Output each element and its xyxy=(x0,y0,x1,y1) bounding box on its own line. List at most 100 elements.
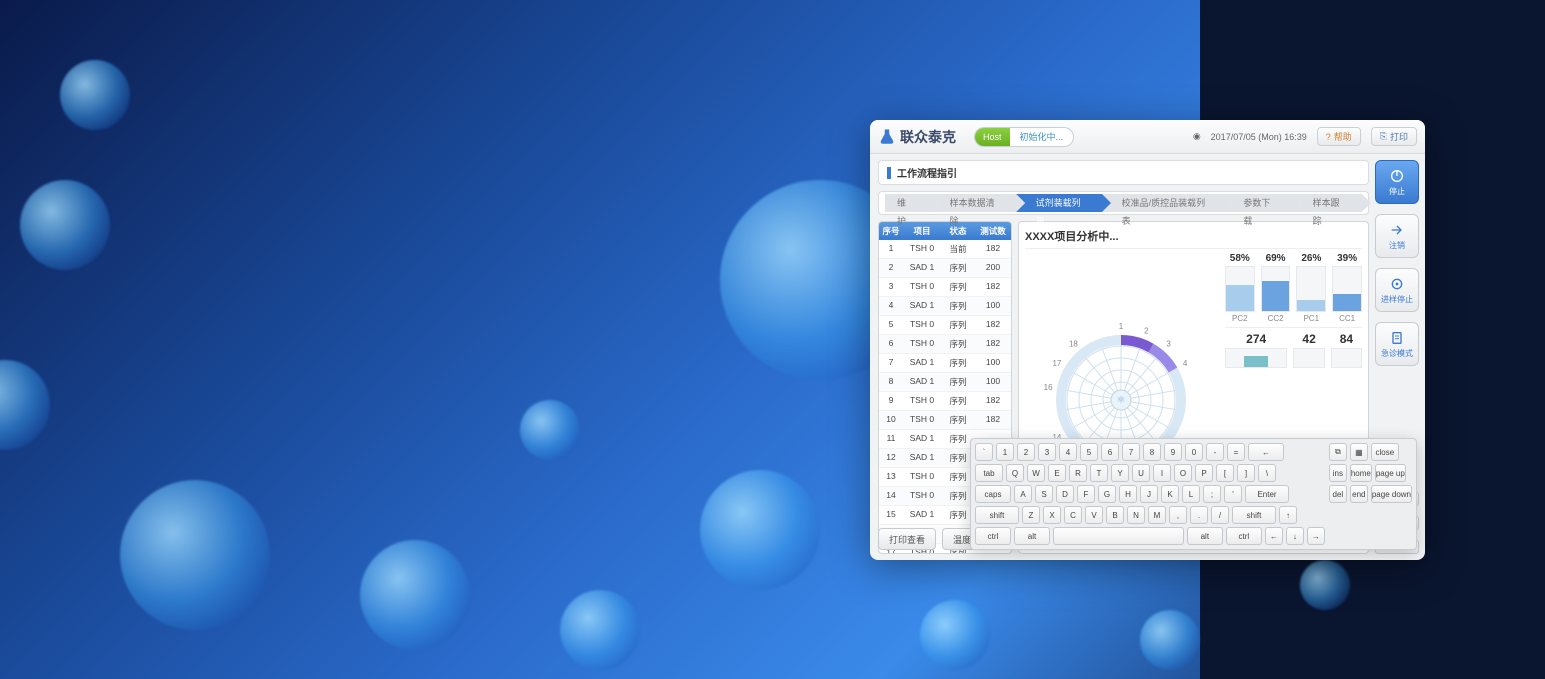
key[interactable]: ` xyxy=(975,443,993,461)
key[interactable]: A xyxy=(1014,485,1032,503)
key[interactable]: P xyxy=(1195,464,1213,482)
key[interactable]: V xyxy=(1085,506,1103,524)
table-row[interactable]: 9TSH 0序列182 xyxy=(879,392,1011,411)
key[interactable]: Y xyxy=(1111,464,1129,482)
key[interactable]: [ xyxy=(1216,464,1234,482)
table-row[interactable]: 3TSH 0序列182 xyxy=(879,278,1011,297)
key[interactable]: ⧉ xyxy=(1329,443,1347,461)
total-s2: 84 xyxy=(1331,332,1362,346)
key[interactable]: ' xyxy=(1224,485,1242,503)
print-view-button[interactable]: 打印查看 xyxy=(878,528,936,550)
key[interactable]: H xyxy=(1119,485,1137,503)
key[interactable]: M xyxy=(1148,506,1166,524)
workflow-step[interactable]: 试剂装载列表 xyxy=(1016,194,1102,212)
key[interactable]: page down xyxy=(1371,485,1412,503)
key[interactable]: J xyxy=(1140,485,1158,503)
key[interactable]: S xyxy=(1035,485,1053,503)
key[interactable]: , xyxy=(1169,506,1187,524)
key[interactable]: shift xyxy=(1232,506,1276,524)
onscreen-keyboard: `1234567890-=←tabQWERTYUIOP[]\capsASDFGH… xyxy=(970,438,1417,550)
key[interactable]: 0 xyxy=(1185,443,1203,461)
key[interactable]: 5 xyxy=(1080,443,1098,461)
key[interactable]: Enter xyxy=(1245,485,1289,503)
key[interactable]: W xyxy=(1027,464,1045,482)
key[interactable]: / xyxy=(1211,506,1229,524)
key[interactable]: E xyxy=(1048,464,1066,482)
key[interactable]: end xyxy=(1350,485,1368,503)
key[interactable]: = xyxy=(1227,443,1245,461)
key[interactable]: K xyxy=(1161,485,1179,503)
key[interactable]: N xyxy=(1127,506,1145,524)
key[interactable]: tab xyxy=(975,464,1003,482)
key[interactable]: L xyxy=(1182,485,1200,503)
key[interactable]: - xyxy=(1206,443,1224,461)
key[interactable]: ctrl xyxy=(975,527,1011,545)
table-row[interactable]: 5TSH 0序列182 xyxy=(879,316,1011,335)
key[interactable]: page up xyxy=(1375,464,1406,482)
table-row[interactable]: 1TSH 0当前182 xyxy=(879,240,1011,259)
key[interactable]: → xyxy=(1307,527,1325,545)
key[interactable]: 2 xyxy=(1017,443,1035,461)
key[interactable]: Z xyxy=(1022,506,1040,524)
titlebar: 联众泰克 Host 初始化中... ◉ 2017/07/05 (Mon) 16:… xyxy=(870,120,1425,154)
key[interactable]: ← xyxy=(1265,527,1283,545)
key[interactable]: home xyxy=(1350,464,1372,482)
table-row[interactable]: 2SAD 1序列200 xyxy=(879,259,1011,278)
key[interactable]: B xyxy=(1106,506,1124,524)
key[interactable]: 8 xyxy=(1143,443,1161,461)
workflow-step[interactable]: 参数下载 xyxy=(1223,194,1292,212)
key[interactable]: ↓ xyxy=(1286,527,1304,545)
key[interactable]: close xyxy=(1371,443,1399,461)
key[interactable]: ] xyxy=(1237,464,1255,482)
workflow-step[interactable]: 校准品/质控品装载列表 xyxy=(1102,194,1224,212)
table-row[interactable]: 7SAD 1序列100 xyxy=(879,354,1011,373)
key[interactable]: del xyxy=(1329,485,1347,503)
workflow-step[interactable]: 样本数据清除 xyxy=(930,194,1016,212)
key[interactable]: O xyxy=(1174,464,1192,482)
key[interactable]: X xyxy=(1043,506,1061,524)
key[interactable]: Q xyxy=(1006,464,1024,482)
key[interactable]: 4 xyxy=(1059,443,1077,461)
stop-button[interactable]: 停止 xyxy=(1375,160,1419,204)
key[interactable]: G xyxy=(1098,485,1116,503)
key[interactable]: R xyxy=(1069,464,1087,482)
svg-text:1: 1 xyxy=(1119,322,1124,331)
key[interactable]: ; xyxy=(1203,485,1221,503)
key[interactable]: ← xyxy=(1248,443,1284,461)
key[interactable] xyxy=(1053,527,1184,545)
key[interactable]: 3 xyxy=(1038,443,1056,461)
key[interactable]: alt xyxy=(1187,527,1223,545)
key[interactable]: . xyxy=(1190,506,1208,524)
table-row[interactable]: 6TSH 0序列182 xyxy=(879,335,1011,354)
table-row[interactable]: 8SAD 1序列100 xyxy=(879,373,1011,392)
key[interactable]: C xyxy=(1064,506,1082,524)
key[interactable]: U xyxy=(1132,464,1150,482)
key[interactable]: ins xyxy=(1329,464,1347,482)
key[interactable]: ▦ xyxy=(1350,443,1368,461)
table-row[interactable]: 10TSH 0序列182 xyxy=(879,411,1011,430)
key[interactable]: 9 xyxy=(1164,443,1182,461)
emergency-button[interactable]: 急诊模式 xyxy=(1375,322,1419,366)
key[interactable]: I xyxy=(1153,464,1171,482)
key[interactable]: T xyxy=(1090,464,1108,482)
key[interactable]: ctrl xyxy=(1226,527,1262,545)
key[interactable]: F xyxy=(1077,485,1095,503)
key[interactable]: 1 xyxy=(996,443,1014,461)
key[interactable]: alt xyxy=(1014,527,1050,545)
workflow-step[interactable]: 维护 xyxy=(885,194,930,212)
key[interactable]: caps xyxy=(975,485,1011,503)
table-row[interactable]: 4SAD 1序列100 xyxy=(879,297,1011,316)
workflow-step[interactable]: 样本跟踪 xyxy=(1293,194,1362,212)
print-button[interactable]: ⎘ 打印 xyxy=(1371,127,1417,146)
key[interactable]: 7 xyxy=(1122,443,1140,461)
key[interactable]: \ xyxy=(1258,464,1276,482)
logout-button[interactable]: 注销 xyxy=(1375,214,1419,258)
help-button[interactable]: ? 帮助 xyxy=(1317,127,1361,146)
sample-stop-button[interactable]: 进样停止 xyxy=(1375,268,1419,312)
key[interactable]: ↑ xyxy=(1279,506,1297,524)
key[interactable]: shift xyxy=(975,506,1019,524)
power-icon xyxy=(1389,168,1405,184)
svg-text:16: 16 xyxy=(1044,383,1053,392)
key[interactable]: 6 xyxy=(1101,443,1119,461)
key[interactable]: D xyxy=(1056,485,1074,503)
